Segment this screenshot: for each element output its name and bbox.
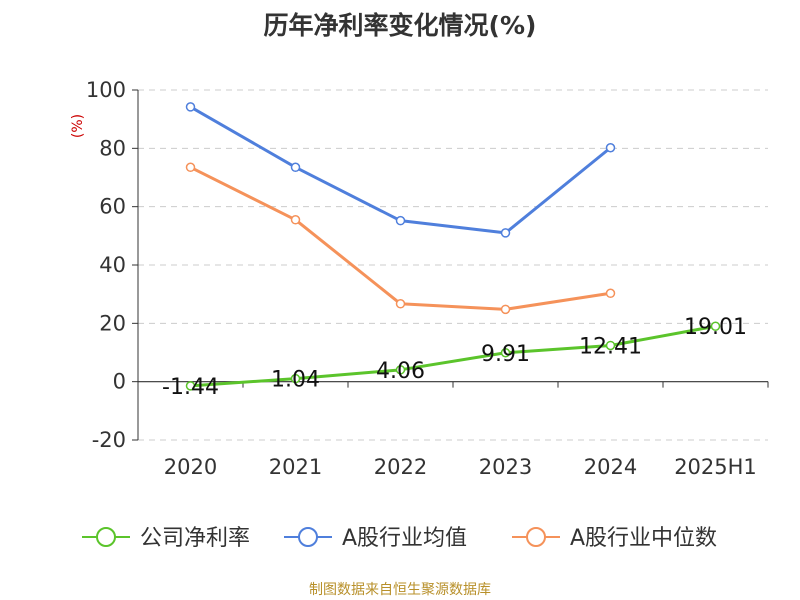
- data-labels: -1.44 1.04 4.06 9.91 12.41 19.01: [162, 315, 747, 400]
- data-label: 19.01: [684, 315, 747, 340]
- legend-item-2[interactable]: A股行业中位数: [512, 526, 717, 551]
- y-tick-label: 100: [86, 78, 126, 102]
- y-tick-label: -20: [92, 428, 126, 452]
- legend-label: A股行业均值: [342, 526, 467, 551]
- legend-swatch-marker: [526, 527, 546, 547]
- y-tick-label: 60: [99, 195, 126, 219]
- legend[interactable]: 公司净利率 A股行业均值 A股行业中位数: [82, 526, 717, 551]
- axes: 100 80 60 40 20 0 -20 2020 2021 2022 2023 2024 2025H…: [86, 78, 769, 479]
- grid-lines: [138, 89, 768, 441]
- data-source-note: 制图数据来自恒生聚源数据库: [309, 582, 491, 598]
- x-tick-label: 2024: [584, 455, 637, 479]
- y-tick-label: 80: [99, 136, 126, 160]
- series-point-2: [500, 304, 511, 315]
- series-point-2: [395, 299, 406, 309]
- legend-label: A股行业中位数: [570, 526, 717, 551]
- x-tick-label: 2020: [164, 455, 217, 479]
- y-tick-label: 0: [113, 370, 126, 394]
- data-label: 9.91: [481, 342, 530, 367]
- series-point-2: [290, 215, 301, 225]
- series-point-1: [290, 162, 301, 173]
- data-label: 1.04: [271, 368, 320, 393]
- x-tick-label: 2021: [269, 455, 322, 479]
- series-point-2: [605, 288, 616, 299]
- series-lines: [185, 102, 721, 391]
- y-tick-label: 40: [99, 253, 126, 277]
- series-point-0: [605, 340, 616, 351]
- chart-title: 历年净利率变化情况(%): [264, 11, 537, 40]
- legend-item-0[interactable]: 公司净利率: [82, 526, 250, 551]
- legend-swatch-marker: [96, 527, 116, 547]
- data-label: 12.41: [579, 334, 642, 359]
- legend-swatch-marker: [298, 527, 318, 547]
- series-point-0: [710, 321, 721, 331]
- series-line-0: [190, 324, 716, 388]
- legend-item-1[interactable]: A股行业均值: [284, 526, 467, 551]
- y-axis-unit-label: (%): [70, 114, 86, 138]
- data-label: 4.06: [376, 359, 425, 384]
- y-tick-label: 20: [99, 311, 126, 335]
- x-tick-label: 2025H1: [674, 455, 757, 479]
- series-point-0: [290, 373, 301, 384]
- series-line-1: [189, 105, 612, 235]
- series-line-2: [189, 165, 611, 311]
- x-tick-label: 2023: [479, 455, 532, 479]
- series-point-1: [500, 228, 511, 238]
- legend-label: 公司净利率: [140, 526, 250, 551]
- series-point-1: [605, 143, 616, 153]
- x-tick-label: 2022: [374, 455, 427, 479]
- series-point-1: [185, 102, 196, 112]
- series-point-0: [500, 348, 511, 358]
- series-point-2: [185, 162, 196, 173]
- series-point-0: [395, 365, 406, 375]
- series-point-1: [395, 215, 406, 226]
- series-point-0: [185, 381, 196, 391]
- data-label: -1.44: [162, 375, 219, 400]
